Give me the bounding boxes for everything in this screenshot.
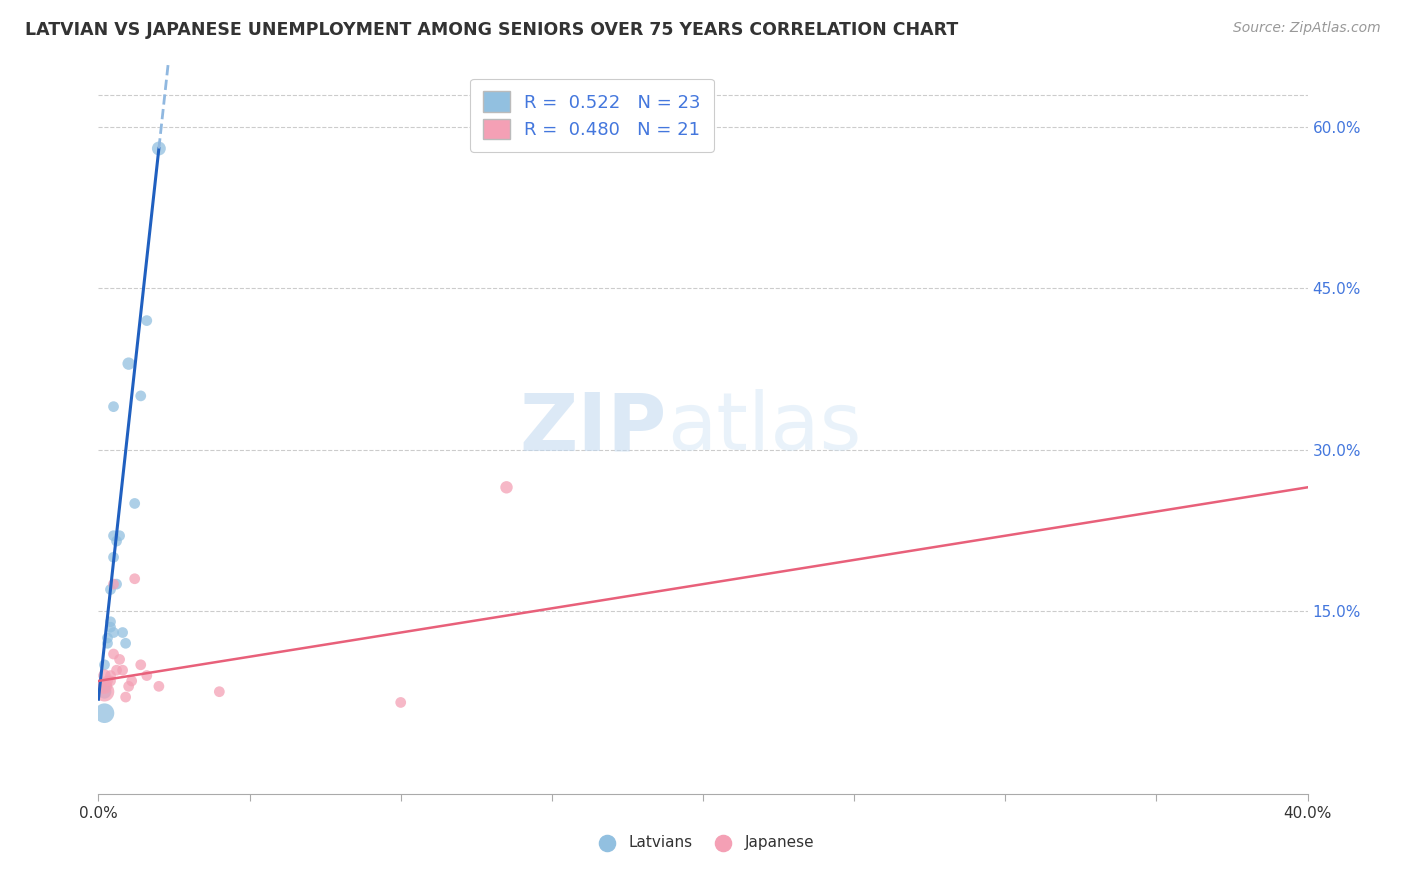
Point [105,577,128,591]
Point [93,679,115,693]
Point [148,679,170,693]
Point [495,480,517,494]
Point [135,313,157,327]
Point [118,679,141,693]
Point [93,657,115,672]
Point [108,652,131,666]
Point [124,496,146,510]
Point [118,357,141,371]
Point [389,696,412,710]
Point [100,668,122,682]
Point [108,529,131,543]
Point [135,668,157,682]
Point [208,684,231,698]
Point [129,657,152,672]
Point [93,668,115,682]
Point [114,636,136,650]
Text: atlas: atlas [666,389,860,467]
Point [100,615,122,629]
Point [103,550,125,565]
Point [103,577,125,591]
Point [103,529,125,543]
Point [105,663,128,677]
Legend: Latvians, Japanese: Latvians, Japanese [586,829,820,855]
Text: Source: ZipAtlas.com: Source: ZipAtlas.com [1233,21,1381,35]
Point [103,647,125,661]
Point [100,673,122,688]
Point [93,706,115,721]
Point [100,620,122,634]
Point [105,534,128,549]
Point [100,582,122,597]
Point [129,389,152,403]
Point [103,400,125,414]
Point [96,631,118,645]
Point [121,673,143,688]
Point [93,684,115,698]
Point [96,673,118,688]
Point [111,625,134,640]
Text: LATVIAN VS JAPANESE UNEMPLOYMENT AMONG SENIORS OVER 75 YEARS CORRELATION CHART: LATVIAN VS JAPANESE UNEMPLOYMENT AMONG S… [25,21,959,38]
Point [96,636,118,650]
Point [93,679,115,693]
Point [111,663,134,677]
Point [124,572,146,586]
Point [114,690,136,704]
Point [93,684,115,698]
Point [103,625,125,640]
Text: ZIP: ZIP [519,389,666,467]
Point [148,141,170,155]
